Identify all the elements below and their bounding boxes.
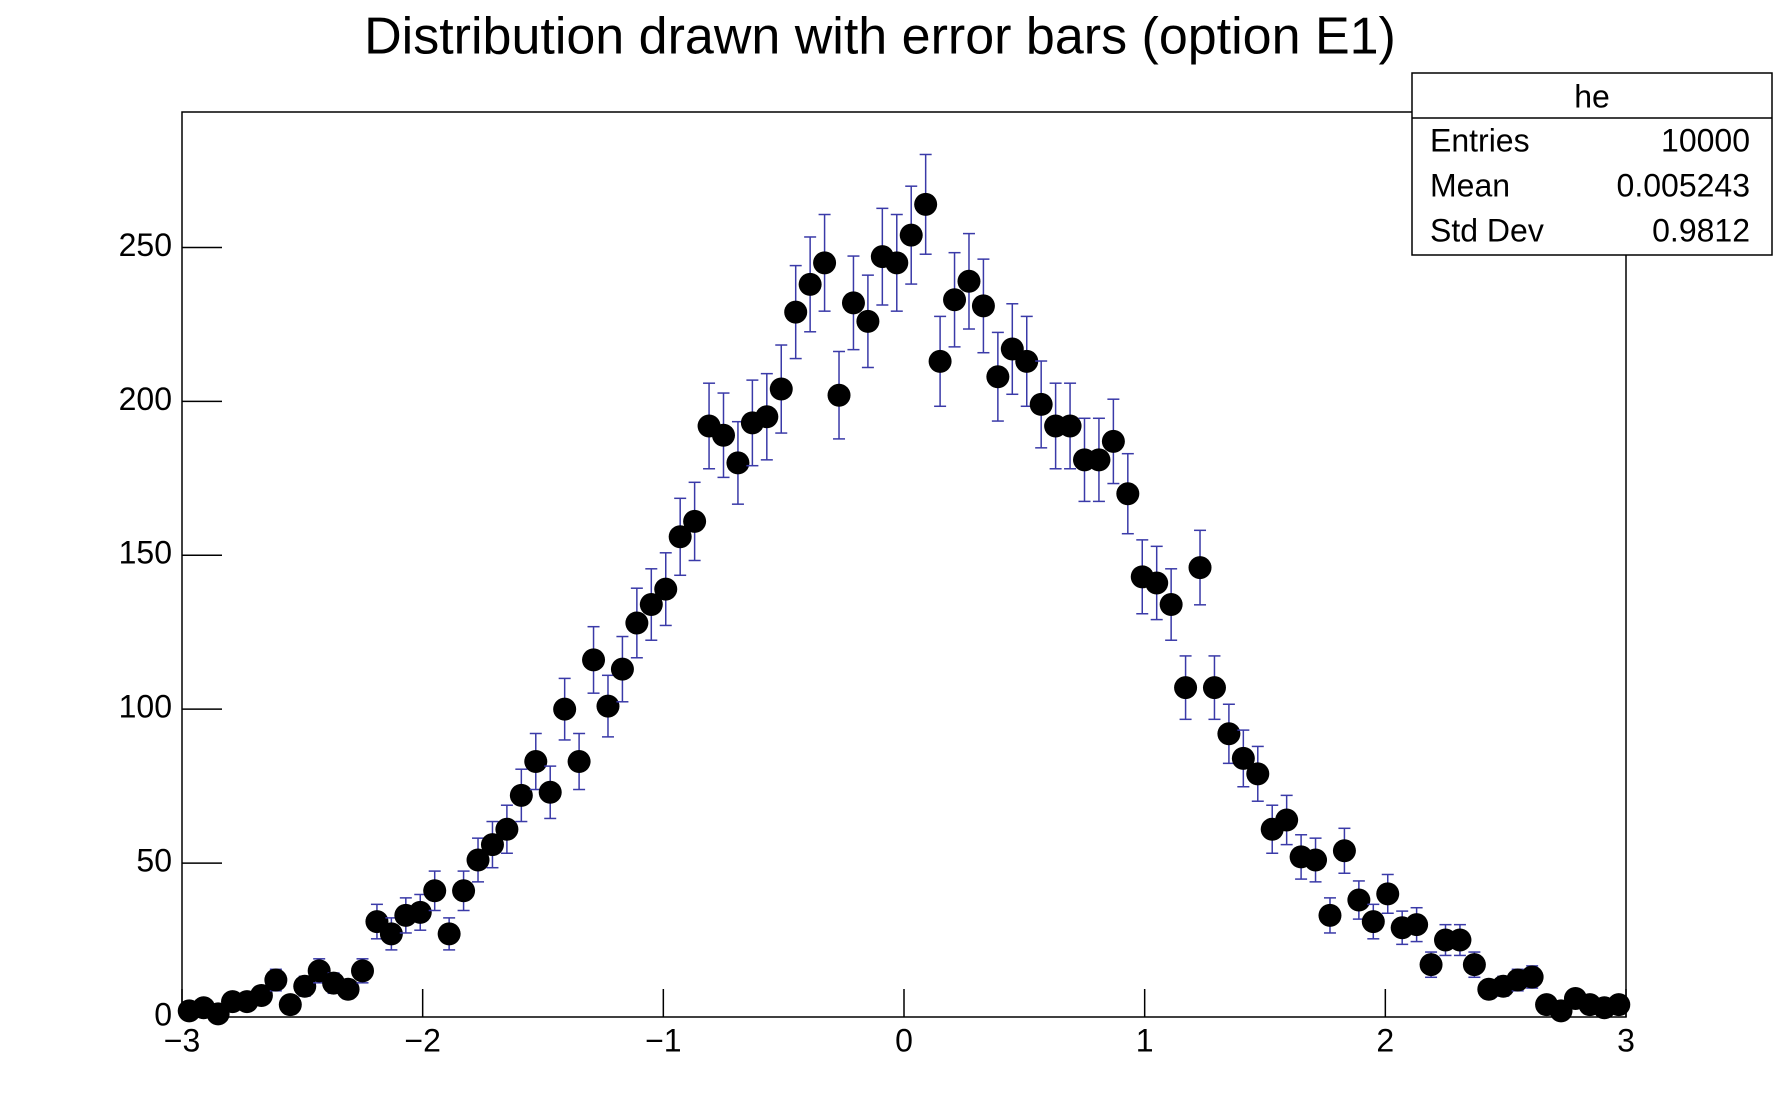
data-point bbox=[1058, 414, 1082, 438]
stats-box bbox=[1411, 72, 1773, 256]
data-point bbox=[928, 349, 952, 373]
data-point bbox=[264, 968, 288, 992]
y-tick-label: 250 bbox=[119, 227, 172, 263]
data-point bbox=[437, 922, 461, 946]
y-tick-label: 50 bbox=[136, 843, 172, 879]
data-point bbox=[726, 451, 750, 475]
data-point bbox=[1116, 482, 1140, 506]
data-point bbox=[538, 780, 562, 804]
x-tick-label: −1 bbox=[645, 1022, 681, 1058]
data-point bbox=[610, 657, 634, 681]
data-point bbox=[1145, 571, 1169, 595]
data-point bbox=[856, 309, 880, 333]
data-point bbox=[755, 405, 779, 429]
data-point bbox=[798, 272, 822, 296]
data-point bbox=[336, 977, 360, 1001]
data-point bbox=[1015, 349, 1039, 373]
data-point bbox=[1217, 722, 1241, 746]
x-tick-label: −2 bbox=[404, 1022, 440, 1058]
stats-label: Entries bbox=[1430, 122, 1530, 158]
chart-title: Distribution drawn with error bars (opti… bbox=[364, 8, 1396, 66]
data-point bbox=[1101, 429, 1125, 453]
data-point bbox=[1231, 746, 1255, 770]
stats-title: he bbox=[1574, 78, 1610, 114]
data-point bbox=[813, 251, 837, 275]
data-point bbox=[351, 959, 374, 983]
data-point bbox=[1361, 910, 1385, 934]
data-point bbox=[524, 750, 548, 774]
data-point bbox=[1188, 556, 1212, 580]
y-tick-label: 100 bbox=[119, 689, 172, 725]
data-point bbox=[668, 525, 692, 549]
x-tick-label: 2 bbox=[1376, 1022, 1394, 1058]
data-point bbox=[379, 922, 403, 946]
data-point bbox=[1520, 965, 1544, 989]
data-point bbox=[452, 879, 476, 903]
data-point bbox=[1275, 808, 1299, 832]
data-point bbox=[567, 750, 591, 774]
data-point bbox=[1202, 676, 1226, 700]
data-point bbox=[1419, 953, 1443, 977]
data-point bbox=[625, 611, 649, 635]
data-point bbox=[899, 223, 923, 247]
data-point bbox=[957, 269, 981, 293]
data-point bbox=[712, 423, 735, 447]
data-point bbox=[1405, 913, 1429, 937]
data-point bbox=[784, 300, 808, 324]
data-point bbox=[495, 817, 519, 841]
data-point bbox=[1607, 993, 1631, 1017]
y-tick-label: 200 bbox=[119, 381, 172, 417]
stats-value: 0.005243 bbox=[1617, 167, 1750, 203]
y-tick-label: 0 bbox=[154, 996, 172, 1032]
data-point bbox=[596, 694, 620, 718]
data-point bbox=[1448, 928, 1472, 952]
x-tick-label: 3 bbox=[1617, 1022, 1635, 1058]
x-tick-label: 1 bbox=[1136, 1022, 1154, 1058]
y-tick-label: 150 bbox=[119, 535, 172, 571]
data-point bbox=[827, 383, 851, 407]
data-point bbox=[293, 974, 317, 998]
data-point bbox=[914, 192, 938, 216]
data-point bbox=[683, 509, 707, 533]
data-point bbox=[1029, 392, 1053, 416]
data-point bbox=[1304, 848, 1328, 872]
data-point bbox=[1462, 953, 1486, 977]
data-point bbox=[509, 783, 533, 807]
data-point bbox=[408, 900, 432, 924]
data-point bbox=[480, 833, 504, 857]
data-point bbox=[943, 288, 967, 312]
data-point bbox=[1376, 882, 1400, 906]
data-point bbox=[1246, 762, 1270, 786]
data-point bbox=[986, 365, 1010, 389]
data-point bbox=[278, 993, 302, 1017]
data-point bbox=[423, 879, 447, 903]
data-point bbox=[841, 291, 865, 315]
data-point bbox=[971, 294, 995, 318]
data-point bbox=[1347, 888, 1371, 912]
data-point bbox=[553, 697, 577, 721]
stats-label: Mean bbox=[1430, 167, 1510, 203]
data-point bbox=[466, 848, 490, 872]
data-point bbox=[639, 593, 663, 617]
data-point bbox=[1159, 593, 1183, 617]
data-point bbox=[769, 377, 793, 401]
data-point bbox=[1174, 676, 1198, 700]
data-point bbox=[1318, 903, 1342, 927]
data-point bbox=[1332, 839, 1356, 863]
data-point bbox=[582, 648, 606, 672]
data-point bbox=[1087, 448, 1111, 472]
data-point bbox=[249, 983, 273, 1007]
data-point bbox=[654, 577, 678, 601]
stats-value: 10000 bbox=[1661, 122, 1750, 158]
x-tick-label: 0 bbox=[895, 1022, 913, 1058]
stats-label: Std Dev bbox=[1430, 212, 1544, 248]
stats-value: 0.9812 bbox=[1652, 212, 1750, 248]
data-point bbox=[885, 251, 909, 275]
x-tick-label: −3 bbox=[164, 1022, 200, 1058]
